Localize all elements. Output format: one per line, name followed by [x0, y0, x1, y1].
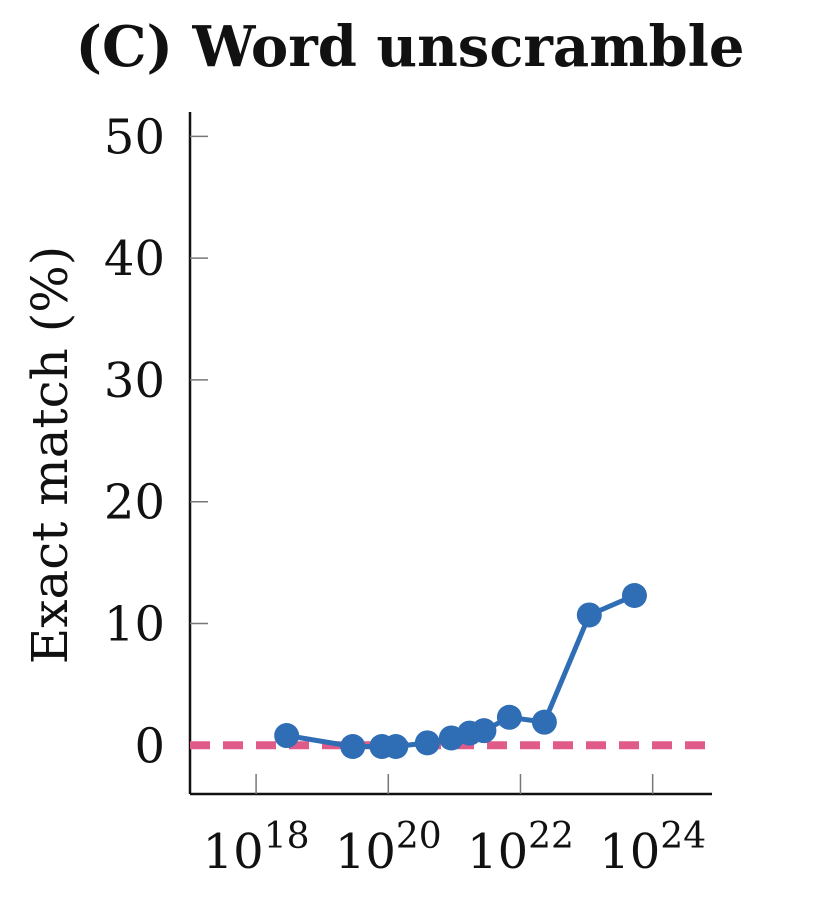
data-point: [621, 582, 647, 608]
data-point: [496, 704, 522, 730]
y-tick-label: 0: [134, 718, 165, 774]
y-tick-label: 40: [104, 231, 165, 287]
y-axis-label: Exact match (%): [21, 246, 79, 664]
data-point: [414, 730, 440, 756]
x-tick-label: 1022: [467, 816, 574, 880]
y-tick-label: 50: [104, 109, 165, 165]
data-point: [274, 723, 300, 749]
axes: [188, 112, 712, 796]
data-point: [531, 709, 557, 735]
chart-title: (C) Word unscramble: [75, 14, 745, 80]
data-point: [471, 718, 497, 744]
series-layer: [274, 582, 647, 760]
data-point: [383, 734, 409, 760]
data-point: [340, 734, 366, 760]
x-tick-label: 1020: [335, 816, 442, 880]
y-tick-label: 10: [104, 597, 165, 653]
y-tick-label: 20: [104, 475, 165, 531]
data-point: [576, 602, 602, 628]
x-tick-label: 1024: [599, 816, 706, 880]
x-tick-label: 1018: [203, 816, 310, 880]
y-tick-label: 30: [104, 353, 165, 409]
